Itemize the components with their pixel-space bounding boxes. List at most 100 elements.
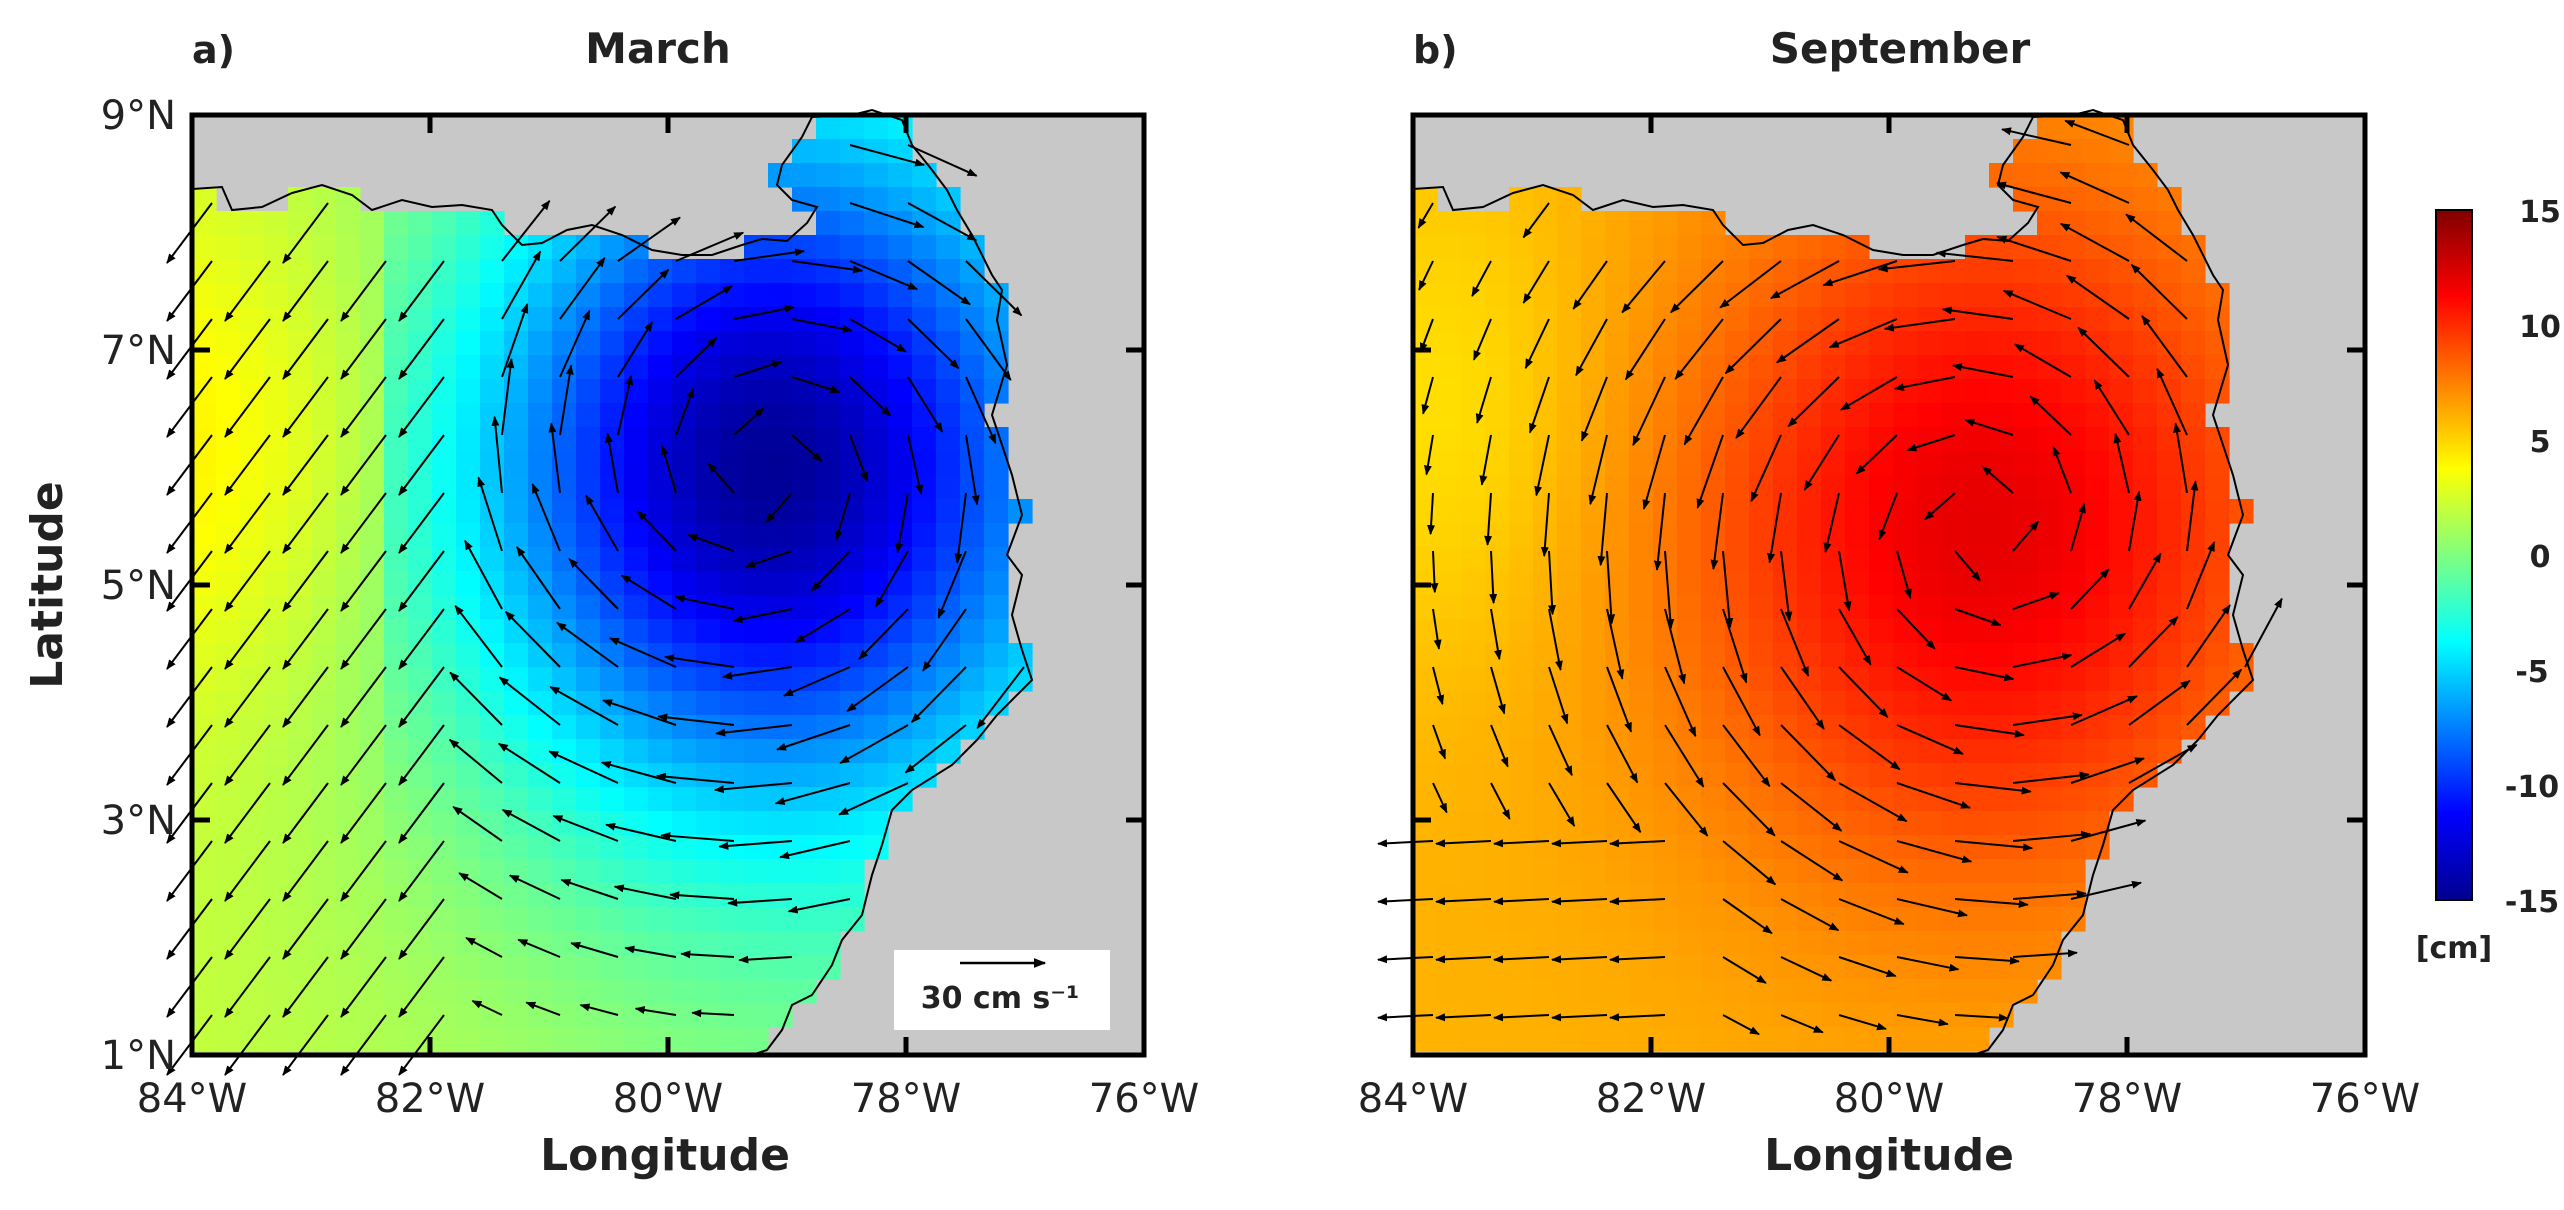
sla-cell — [936, 307, 961, 332]
sla-cell — [1773, 787, 1798, 812]
current-vector — [398, 724, 445, 786]
sla-cell — [1941, 691, 1966, 716]
sla-cell — [1869, 763, 1894, 788]
sla-cell — [792, 355, 817, 380]
sla-cell — [1989, 403, 2014, 428]
sla-cell — [1629, 931, 1654, 956]
sla-cell — [1917, 859, 1942, 884]
sla-cell — [864, 523, 889, 548]
sla-cell — [2037, 739, 2062, 764]
panel-b-x-axis-title: Longitude — [1764, 1130, 2014, 1181]
sla-cell — [1869, 427, 1894, 452]
sla-cell — [216, 811, 241, 836]
current-vector — [2128, 616, 2179, 668]
sla-cell — [792, 883, 817, 908]
sla-cell — [1869, 331, 1894, 356]
sla-cell — [1965, 307, 1990, 332]
sla-cell — [312, 955, 337, 980]
sla-cell — [1653, 979, 1678, 1004]
sla-cell — [192, 739, 217, 764]
sla-cell — [432, 979, 457, 1004]
sla-cell — [336, 499, 361, 524]
sla-cell — [552, 379, 577, 404]
current-vector — [1722, 782, 1776, 837]
sla-cell — [2109, 619, 2134, 644]
sla-cell — [696, 427, 721, 452]
sla-cell — [480, 355, 505, 380]
sla-cell — [264, 571, 289, 596]
sla-cell — [1845, 883, 1870, 908]
sla-cell — [240, 955, 265, 980]
sla-cell — [1533, 235, 1558, 260]
sla-cell — [576, 499, 601, 524]
sla-cell — [240, 1003, 265, 1028]
sla-cell — [1893, 1003, 1918, 1028]
sla-cell — [360, 883, 385, 908]
current-vector — [224, 608, 271, 670]
sla-cell — [2061, 235, 2086, 260]
sla-cell — [1893, 787, 1918, 812]
sla-cell — [1965, 571, 1990, 596]
sla-cell — [360, 979, 385, 1004]
panel-a-x-tick: 82°W — [375, 1076, 485, 1122]
colorbar-tick: -15 — [2505, 885, 2559, 920]
sla-cell — [912, 163, 937, 188]
sla-cell — [768, 259, 793, 284]
sla-cell — [1797, 979, 1822, 1004]
sla-cell — [1797, 499, 1822, 524]
sla-cell — [1965, 883, 1990, 908]
sla-cell — [408, 379, 433, 404]
sla-cell — [1797, 667, 1822, 692]
sla-cell — [1581, 499, 1606, 524]
sla-cell — [1581, 739, 1606, 764]
sla-cell — [216, 1003, 241, 1028]
current-vector — [2125, 213, 2188, 262]
current-vector — [1893, 376, 1956, 391]
sla-cell — [1581, 403, 1606, 428]
sla-cell — [2037, 907, 2062, 932]
sla-cell — [384, 331, 409, 356]
sla-cell — [1701, 835, 1726, 860]
sla-cell — [264, 931, 289, 956]
sla-cell — [504, 1027, 529, 1052]
sla-cell — [744, 859, 769, 884]
sla-cell — [2157, 283, 2182, 308]
current-vector — [477, 476, 503, 552]
current-vector — [907, 202, 978, 242]
sla-cell — [384, 619, 409, 644]
current-vector — [224, 724, 271, 786]
sla-cell — [1725, 811, 1750, 836]
sla-cell — [888, 211, 913, 236]
sla-cell — [840, 811, 865, 836]
sla-cell — [1893, 523, 1918, 548]
sla-cell — [552, 715, 577, 740]
sla-cell — [216, 307, 241, 332]
sla-cell — [600, 499, 625, 524]
sla-cell — [576, 427, 601, 452]
sla-cell — [456, 787, 481, 812]
sla-cell — [648, 307, 673, 332]
sla-cell — [240, 499, 265, 524]
sla-cell — [600, 907, 625, 932]
sla-cell — [1533, 499, 1558, 524]
sla-cell — [576, 787, 601, 812]
current-vector — [1750, 434, 1782, 503]
sla-cell — [1821, 235, 1846, 260]
sla-cell — [1581, 595, 1606, 620]
sla-cell — [336, 787, 361, 812]
sla-cell — [1605, 355, 1630, 380]
panel-a-y-tick: 9°N — [101, 93, 176, 139]
sla-cell — [768, 547, 793, 572]
sla-cell — [1749, 667, 1774, 692]
current-vector — [1421, 376, 1434, 415]
sla-cell — [816, 211, 841, 236]
sla-cell — [1893, 907, 1918, 932]
sla-cell — [600, 931, 625, 956]
sla-cell — [624, 283, 649, 308]
sla-cell — [360, 523, 385, 548]
sla-cell — [1509, 715, 1534, 740]
panel-a-y-tick: 7°N — [101, 328, 176, 374]
sla-cell — [1725, 619, 1750, 644]
sla-cell — [288, 259, 313, 284]
sla-cell — [1965, 1027, 1990, 1052]
